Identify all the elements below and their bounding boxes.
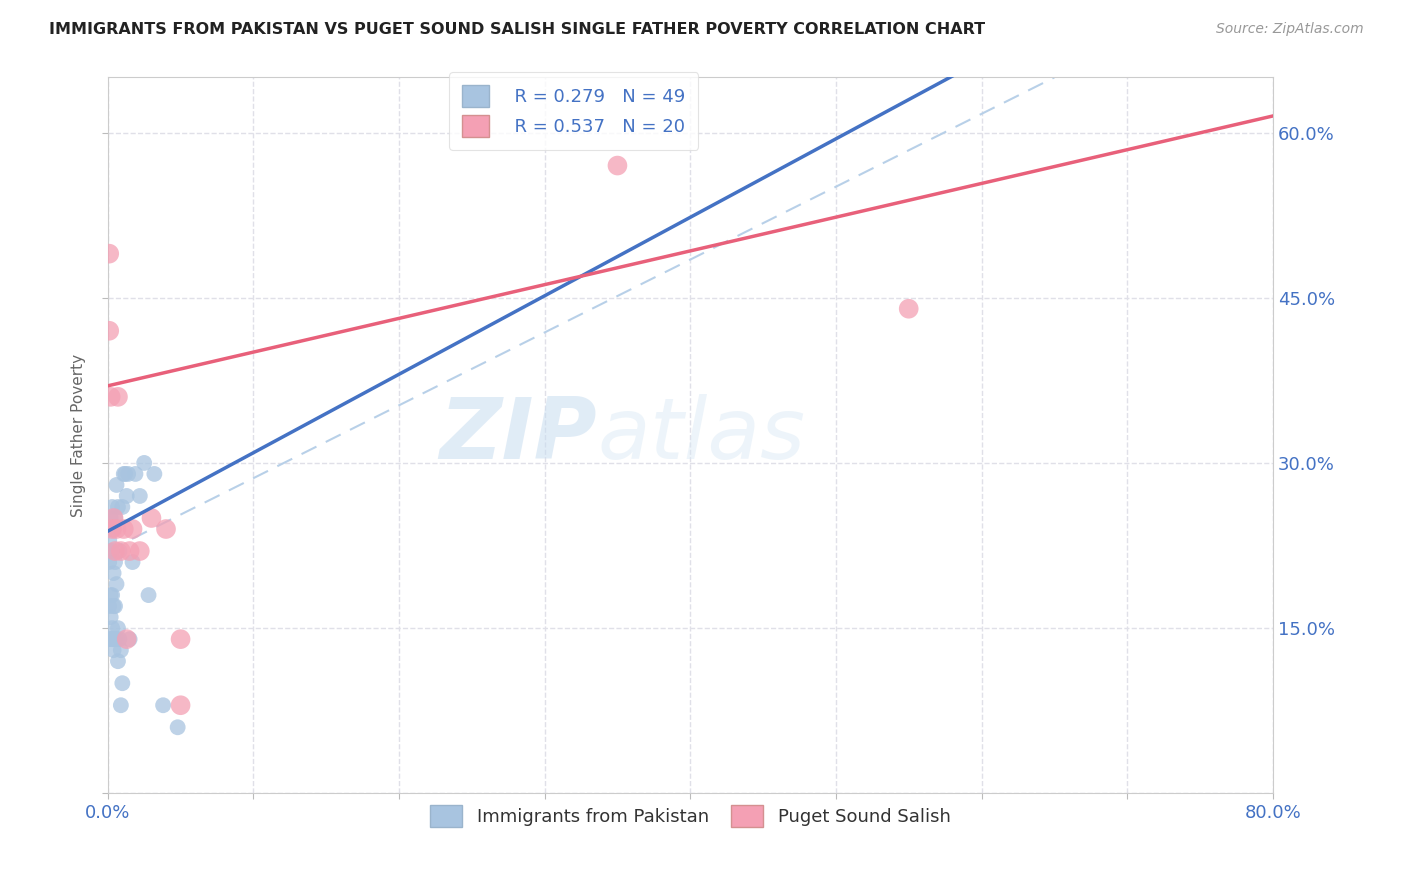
Point xyxy=(152,698,174,713)
Point xyxy=(101,632,124,647)
Point xyxy=(134,456,156,470)
Point xyxy=(115,632,138,647)
Legend: Immigrants from Pakistan, Puget Sound Salish: Immigrants from Pakistan, Puget Sound Sa… xyxy=(423,798,957,834)
Point xyxy=(101,544,124,558)
Point xyxy=(110,643,132,657)
Point xyxy=(128,544,150,558)
Point xyxy=(108,632,131,647)
Point xyxy=(121,522,143,536)
Point xyxy=(101,522,124,536)
Point xyxy=(108,544,131,558)
Y-axis label: Single Father Poverty: Single Father Poverty xyxy=(72,354,86,517)
Point xyxy=(118,632,141,647)
Point xyxy=(110,544,132,558)
Point xyxy=(110,698,132,713)
Point xyxy=(105,632,128,647)
Point xyxy=(105,577,128,591)
Point xyxy=(115,489,138,503)
Point xyxy=(103,522,125,536)
Point xyxy=(105,478,128,492)
Point xyxy=(103,643,125,657)
Point xyxy=(111,676,134,690)
Point xyxy=(104,511,127,525)
Point xyxy=(897,301,920,316)
Point xyxy=(100,632,122,647)
Point xyxy=(107,621,129,635)
Point xyxy=(101,588,124,602)
Point xyxy=(118,544,141,558)
Point xyxy=(98,324,121,338)
Point xyxy=(117,467,139,481)
Point xyxy=(166,720,188,734)
Point xyxy=(155,522,177,536)
Point xyxy=(98,246,121,260)
Point xyxy=(100,610,122,624)
Point xyxy=(104,544,127,558)
Point xyxy=(100,588,122,602)
Text: IMMIGRANTS FROM PAKISTAN VS PUGET SOUND SALISH SINGLE FATHER POVERTY CORRELATION: IMMIGRANTS FROM PAKISTAN VS PUGET SOUND … xyxy=(49,22,986,37)
Point xyxy=(104,555,127,569)
Point xyxy=(143,467,166,481)
Point xyxy=(101,500,124,514)
Point xyxy=(128,489,150,503)
Point xyxy=(114,467,136,481)
Point xyxy=(111,500,134,514)
Point xyxy=(107,390,129,404)
Point xyxy=(107,654,129,668)
Point xyxy=(107,500,129,514)
Point xyxy=(124,467,146,481)
Point xyxy=(606,159,628,173)
Text: atlas: atlas xyxy=(598,394,806,477)
Point xyxy=(104,632,127,647)
Point xyxy=(105,522,128,536)
Text: ZIP: ZIP xyxy=(440,394,598,477)
Point xyxy=(103,566,125,580)
Point xyxy=(98,632,121,647)
Point xyxy=(100,511,122,525)
Point xyxy=(112,522,135,536)
Point xyxy=(104,599,127,613)
Point xyxy=(121,555,143,569)
Point xyxy=(138,588,160,602)
Point xyxy=(103,511,125,525)
Point xyxy=(169,632,191,647)
Point xyxy=(98,555,121,569)
Point xyxy=(101,621,124,635)
Point xyxy=(100,544,122,558)
Point xyxy=(169,698,191,713)
Point xyxy=(100,390,122,404)
Point xyxy=(98,533,121,547)
Point xyxy=(98,599,121,613)
Point xyxy=(103,599,125,613)
Point xyxy=(100,522,122,536)
Point xyxy=(141,511,163,525)
Point xyxy=(112,467,135,481)
Point xyxy=(103,632,125,647)
Text: Source: ZipAtlas.com: Source: ZipAtlas.com xyxy=(1216,22,1364,37)
